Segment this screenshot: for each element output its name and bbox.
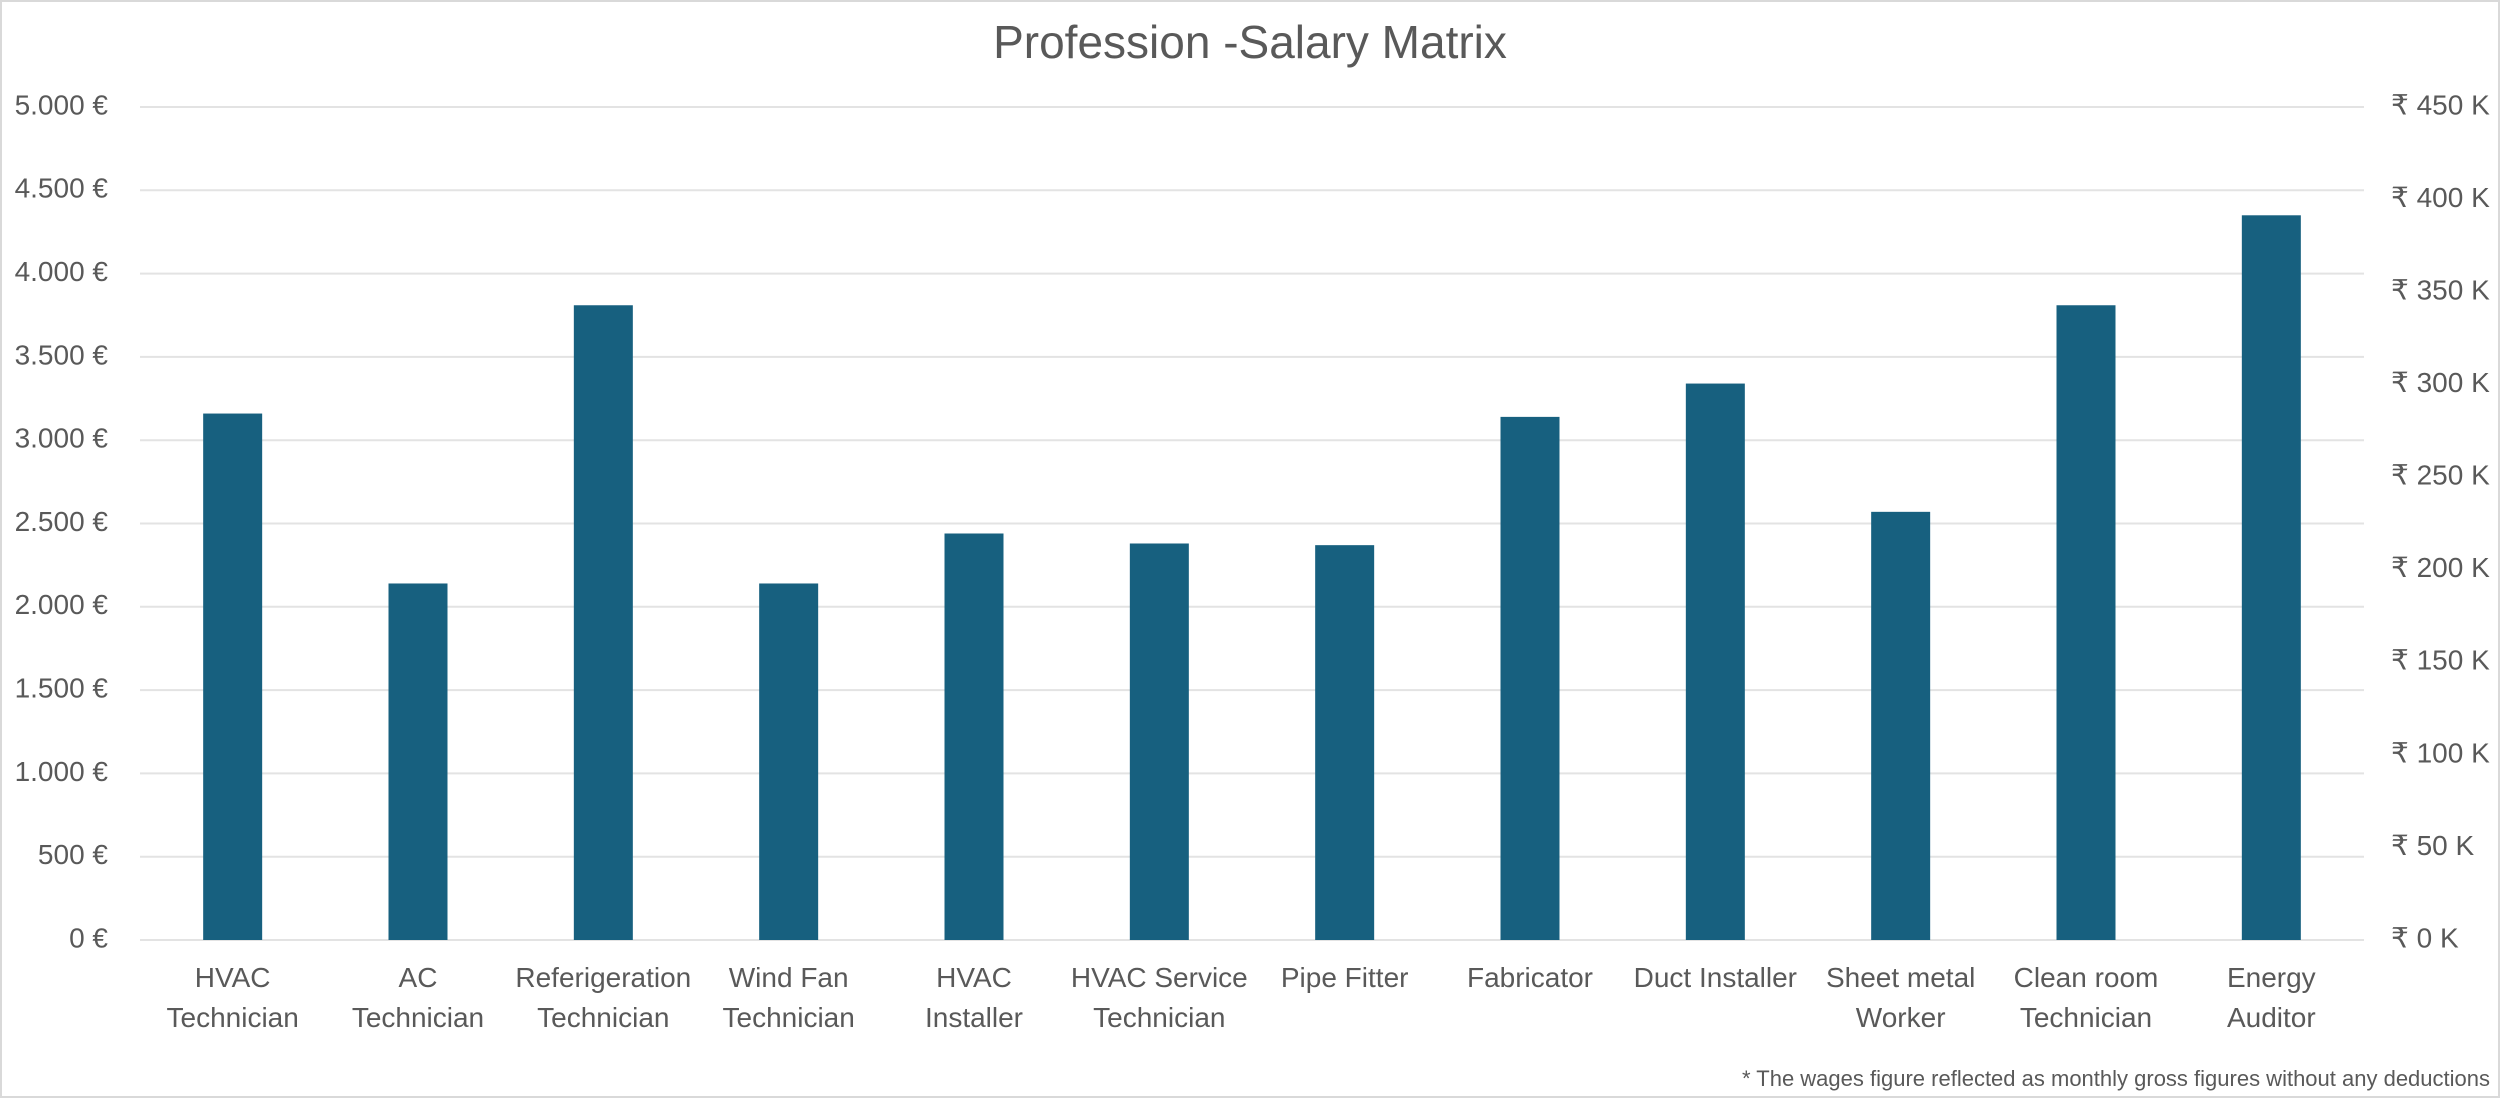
x-tick-label: Clean room Technician <box>2013 962 2159 1033</box>
x-tick-label-box: Pipe Fitter <box>1280 962 1409 993</box>
bar <box>2056 305 2116 940</box>
bar <box>1315 545 1375 940</box>
x-tick-label: Duct Installer <box>1633 962 1798 993</box>
bar <box>2241 215 2301 941</box>
y-tick-label: 2.500 € <box>15 506 109 537</box>
y2-tick-label: ₹ 350 K <box>2391 275 2490 306</box>
y-tick-label: 1.500 € <box>15 672 109 703</box>
bar <box>759 583 819 940</box>
x-tick-label-box: Energy Auditor <box>2226 962 2316 1033</box>
x-tick-label-box: HVAC Service Technician <box>1070 962 1248 1033</box>
x-tick-label-box: Clean room Technician <box>2013 962 2159 1033</box>
x-tick-label: HVAC Service Technician <box>1070 962 1248 1033</box>
footnote: * The wages figure reflected as monthly … <box>1742 1066 2490 1091</box>
bar <box>388 583 448 940</box>
y2-tick-label: ₹ 150 K <box>2391 645 2490 676</box>
y-tick-label: 4.500 € <box>15 173 109 204</box>
y-tick-label: 4.000 € <box>15 256 109 287</box>
bar <box>1129 543 1189 940</box>
x-tick-label: Fabricator <box>1466 962 1594 993</box>
x-tick-label-box: Referigeration Technician <box>515 962 692 1033</box>
x-tick-label: Energy Auditor <box>2226 962 2316 1033</box>
y2-tick-label: ₹ 200 K <box>2391 552 2490 583</box>
x-tick-label: Pipe Fitter <box>1280 962 1409 993</box>
bar <box>1871 511 1931 940</box>
x-tick-label-box: HVAC Installer <box>924 962 1024 1033</box>
y2-tick-label: ₹ 50 K <box>2391 830 2475 861</box>
y2-tick-label: ₹ 450 K <box>2391 89 2490 120</box>
x-tick-label: AC Technician <box>351 962 485 1033</box>
y2-tick-label: ₹ 100 K <box>2391 737 2490 768</box>
x-tick-label-box: Duct Installer <box>1633 962 1798 993</box>
x-tick-label: Sheet metal Worker <box>1825 962 1976 1033</box>
x-tick-label: Referigeration Technician <box>515 962 692 1033</box>
x-tick-label-box: AC Technician <box>351 962 485 1033</box>
x-tick-label: HVAC Technician <box>166 962 299 1033</box>
chart-title: Profession -Salary Matrix <box>993 16 1507 68</box>
x-tick-label-box: HVAC Technician <box>166 962 299 1033</box>
x-tick-label: HVAC Installer <box>924 962 1024 1033</box>
y-tick-label: 0 € <box>69 922 108 953</box>
bar <box>944 533 1004 940</box>
bar <box>573 305 633 940</box>
bar <box>1500 416 1560 941</box>
y-tick-label: 500 € <box>38 839 108 870</box>
y2-tick-label: ₹ 300 K <box>2391 367 2490 398</box>
y2-tick-label: ₹ 0 K <box>2391 922 2459 953</box>
bar <box>1685 383 1745 940</box>
x-tick-label-box: Wind Fan Technician <box>722 962 855 1033</box>
x-tick-label-box: Sheet metal Worker <box>1825 962 1976 1033</box>
y-tick-label: 3.000 € <box>15 423 109 454</box>
y2-tick-label: ₹ 400 K <box>2391 182 2490 213</box>
y-tick-label: 1.000 € <box>15 756 109 787</box>
x-tick-label: Wind Fan Technician <box>722 962 855 1033</box>
y-tick-label: 2.000 € <box>15 589 109 620</box>
bar <box>203 413 263 940</box>
y2-tick-label: ₹ 250 K <box>2391 460 2490 491</box>
y-tick-label: 5.000 € <box>15 89 109 120</box>
x-tick-label-box: Fabricator <box>1466 962 1594 993</box>
y-tick-label: 3.500 € <box>15 339 109 370</box>
